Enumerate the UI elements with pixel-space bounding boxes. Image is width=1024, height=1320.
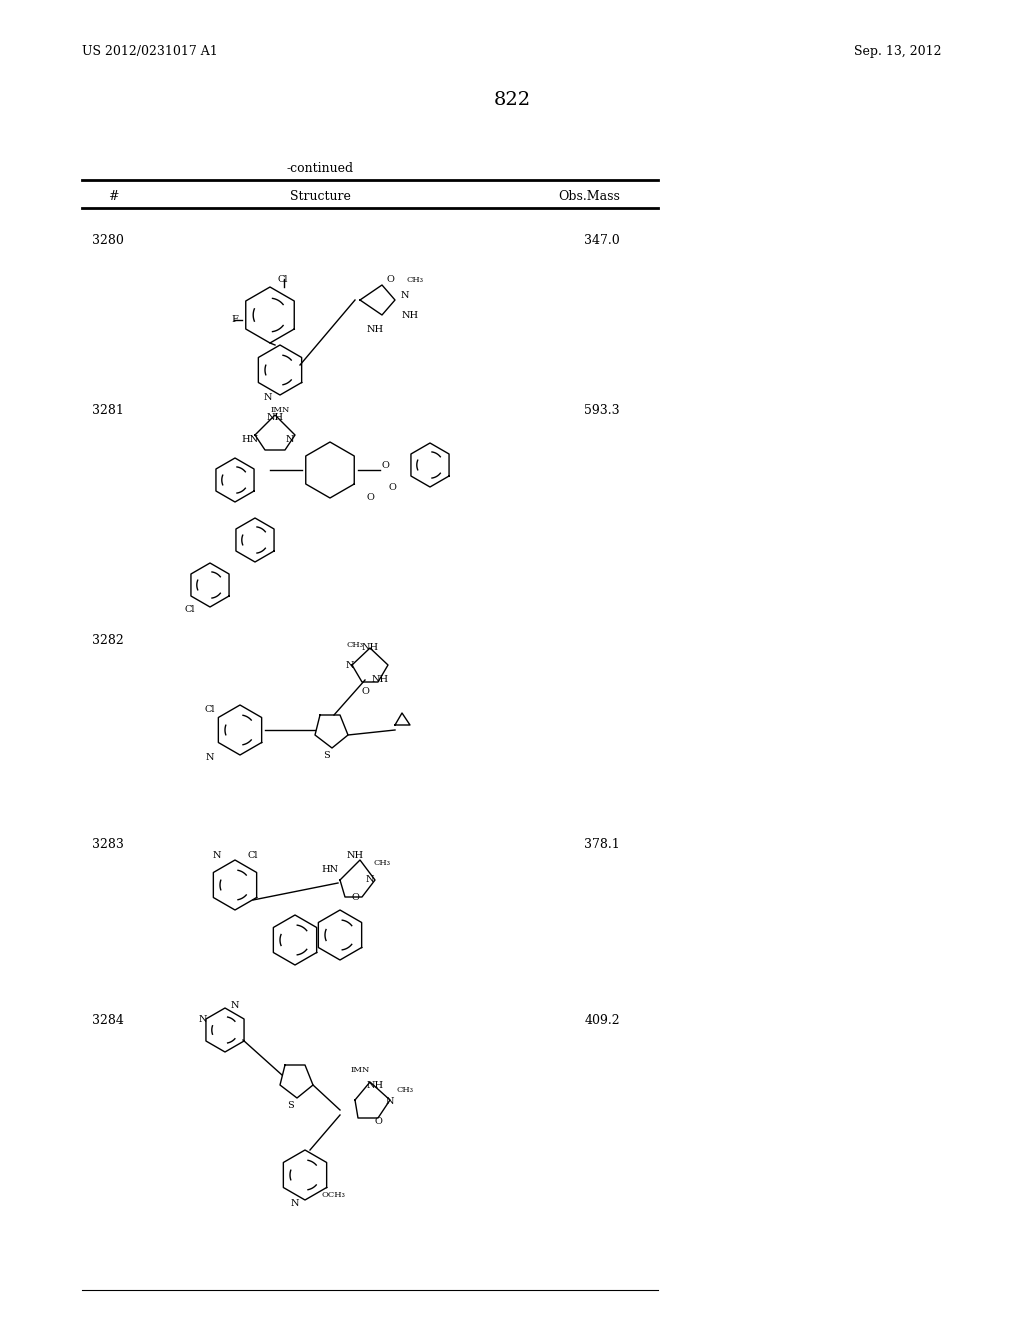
Text: N: N <box>346 660 354 669</box>
Text: NH: NH <box>367 326 384 334</box>
Text: NH: NH <box>361 644 379 652</box>
Text: Cl: Cl <box>278 276 288 285</box>
Text: IMN: IMN <box>270 407 290 414</box>
Text: Obs.Mass: Obs.Mass <box>558 190 620 203</box>
Text: IMN: IMN <box>350 1067 370 1074</box>
Text: NH: NH <box>401 310 419 319</box>
Text: N: N <box>286 436 294 445</box>
Text: O: O <box>351 892 359 902</box>
Text: 3284: 3284 <box>92 1014 124 1027</box>
Text: HN: HN <box>242 436 259 445</box>
Text: S: S <box>323 751 330 759</box>
Text: 822: 822 <box>494 91 530 110</box>
Text: CH₃: CH₃ <box>346 642 364 649</box>
Text: O: O <box>366 494 374 503</box>
Text: N: N <box>400 290 410 300</box>
Text: 593.3: 593.3 <box>585 404 620 417</box>
Text: O: O <box>361 688 369 697</box>
Text: N: N <box>386 1097 394 1106</box>
Text: US 2012/0231017 A1: US 2012/0231017 A1 <box>82 45 218 58</box>
Text: S: S <box>288 1101 294 1110</box>
Text: CH₃: CH₃ <box>396 1086 414 1094</box>
Text: 409.2: 409.2 <box>585 1014 620 1027</box>
Text: -continued: -continued <box>287 161 353 174</box>
Text: Structure: Structure <box>290 190 350 203</box>
Text: N: N <box>264 393 272 403</box>
Text: N: N <box>213 850 221 859</box>
Text: 3282: 3282 <box>92 634 124 647</box>
Text: 378.1: 378.1 <box>585 838 620 851</box>
Text: HN: HN <box>322 866 339 874</box>
Text: 347.0: 347.0 <box>585 234 620 247</box>
Text: 3283: 3283 <box>92 838 124 851</box>
Text: O: O <box>381 461 389 470</box>
Text: Cl: Cl <box>184 606 196 615</box>
Text: N: N <box>366 875 374 884</box>
Text: CH₃: CH₃ <box>407 276 424 284</box>
Text: N: N <box>291 1199 299 1208</box>
Text: NH: NH <box>346 850 364 859</box>
Text: #: # <box>108 190 119 203</box>
Text: F: F <box>231 315 239 325</box>
Text: N: N <box>206 754 214 763</box>
Text: 3280: 3280 <box>92 234 124 247</box>
Text: NH: NH <box>372 676 388 685</box>
Text: NH: NH <box>367 1081 384 1089</box>
Text: NH: NH <box>266 413 284 422</box>
Text: Sep. 13, 2012: Sep. 13, 2012 <box>854 45 942 58</box>
Text: N: N <box>199 1015 207 1024</box>
Text: Cl: Cl <box>248 850 258 859</box>
Text: O: O <box>386 276 394 285</box>
Text: O: O <box>374 1118 382 1126</box>
Text: O: O <box>388 483 396 492</box>
Text: OCH₃: OCH₃ <box>322 1191 345 1199</box>
Text: N: N <box>230 1001 240 1010</box>
Text: CH₃: CH₃ <box>374 859 390 867</box>
Text: 3281: 3281 <box>92 404 124 417</box>
Text: Cl: Cl <box>205 705 215 714</box>
